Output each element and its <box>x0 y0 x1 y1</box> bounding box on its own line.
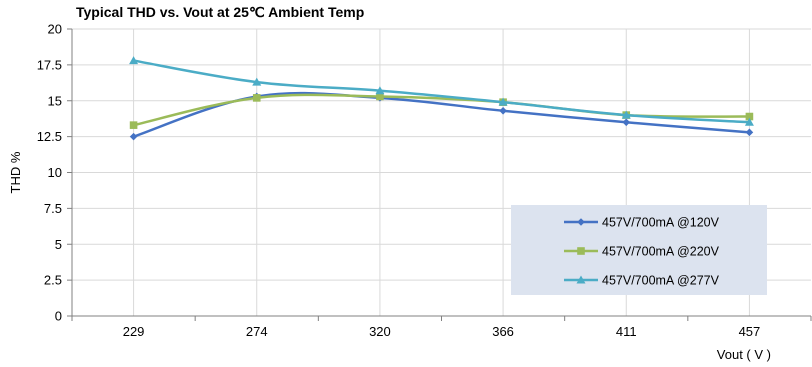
x-tick-label: 320 <box>369 324 391 339</box>
series-line <box>133 59 750 124</box>
y-tick-label: 15 <box>48 93 62 108</box>
data-point <box>129 132 138 141</box>
y-tick-label: 12.5 <box>37 129 62 144</box>
legend-label: 457V/700mA @120V <box>602 216 720 230</box>
x-tick-label: 366 <box>492 324 514 339</box>
x-tick-label: 457 <box>739 324 761 339</box>
y-tick-label: 17.5 <box>37 57 62 72</box>
data-point <box>129 121 138 129</box>
data-point <box>252 94 261 102</box>
data-point <box>376 92 384 101</box>
series-2 <box>129 92 754 129</box>
series-line <box>133 93 750 127</box>
y-axis-label: THD % <box>8 151 23 193</box>
data-point <box>375 86 385 95</box>
legend-item: 457V/700mA @277V <box>564 274 720 288</box>
legend-marker <box>577 247 585 255</box>
legend-item: 457V/700mA @220V <box>564 245 720 259</box>
y-tick-label: 7.5 <box>44 201 62 216</box>
chart-title: Typical THD vs. Vout at 25℃ Ambient Temp <box>76 4 364 20</box>
legend: 457V/700mA @120V 457V/700mA @220V 457V/700… <box>511 205 767 295</box>
x-tick-label: 411 <box>616 324 637 339</box>
data-point <box>745 128 754 137</box>
axes <box>67 28 812 321</box>
series-3 <box>129 56 754 126</box>
y-tick-label: 0 <box>55 309 62 324</box>
legend-marker <box>577 218 585 226</box>
x-axis-label: Vout ( V ) <box>717 347 771 362</box>
y-tick-labels: 0 2.5 5 7.5 10 12.5 15 17.5 20 <box>37 22 62 324</box>
data-point <box>621 110 631 119</box>
legend-box <box>511 205 767 295</box>
y-tick-label: 2.5 <box>44 273 62 288</box>
y-tick-label: 20 <box>48 22 62 37</box>
data-point <box>252 77 262 86</box>
data-point <box>744 117 754 126</box>
data-point <box>498 97 508 106</box>
legend-item: 457V/700mA @120V <box>564 216 720 230</box>
y-tick-label: 10 <box>48 165 62 180</box>
x-tick-label: 274 <box>246 324 268 339</box>
legend-label: 457V/700mA @220V <box>602 245 720 259</box>
y-tick-label: 5 <box>55 237 62 252</box>
legend-marker <box>576 275 586 284</box>
data-point <box>499 106 507 115</box>
x-tick-label: 229 <box>123 324 145 339</box>
data-point <box>129 56 139 65</box>
x-tick-labels: 229 274 320 366 411 457 <box>123 324 761 339</box>
legend-label: 457V/700mA @277V <box>602 274 720 288</box>
series-group <box>129 56 754 141</box>
data-point <box>745 112 754 121</box>
data-point <box>622 118 631 127</box>
